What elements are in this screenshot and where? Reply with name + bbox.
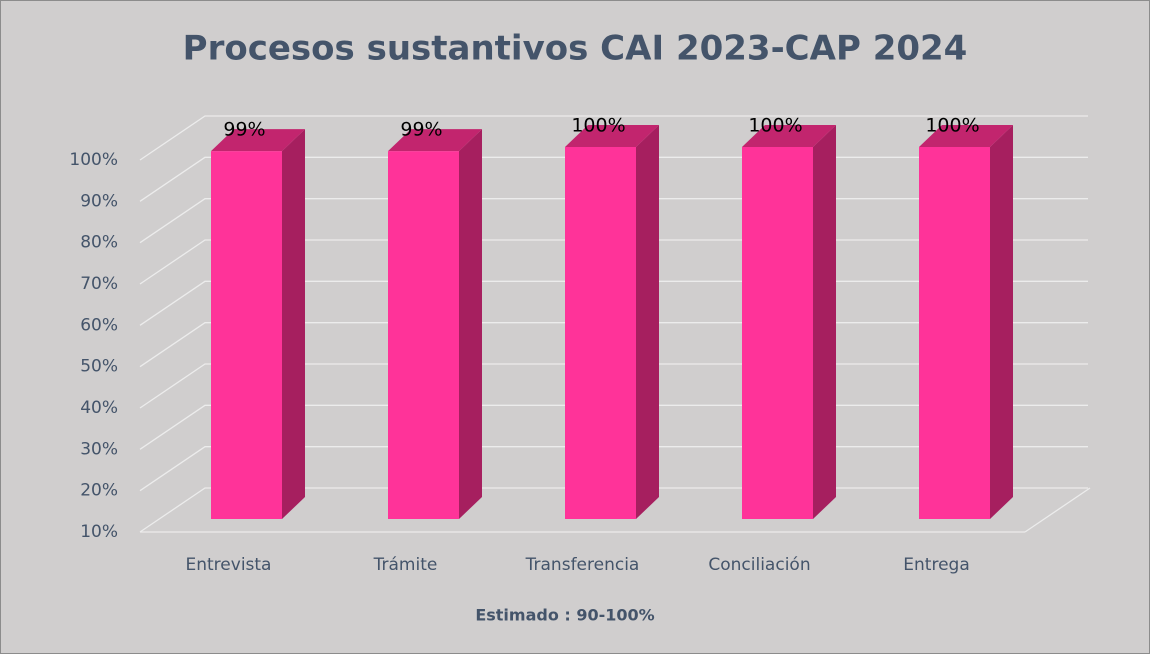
y-tick-label: 30% (80, 439, 118, 459)
data-label: 100% (925, 115, 979, 137)
y-tick-label: 100% (69, 150, 118, 170)
bar-side (990, 125, 1013, 519)
y-tick-label: 10% (80, 522, 118, 542)
data-label: 99% (400, 119, 442, 141)
bar (742, 147, 813, 519)
y-tick-label: 40% (80, 398, 118, 418)
x-tick-label: Entrevista (186, 555, 272, 575)
chart-title: Procesos sustantivos CAI 2023-CAP 2024 (183, 29, 968, 69)
floor-edge (1024, 487, 1091, 533)
bar-side (459, 129, 482, 519)
y-tick-label: 80% (80, 233, 118, 253)
bar-top (211, 129, 305, 152)
data-label: 100% (748, 115, 802, 137)
x-tick-label: Transferencia (525, 555, 640, 575)
bar-side (636, 125, 659, 519)
bar (919, 147, 990, 519)
grid-line (139, 115, 1088, 161)
x-tick-label: Entrega (903, 555, 969, 575)
y-tick-label: 50% (80, 357, 118, 377)
y-tick-label: 20% (80, 481, 118, 501)
data-label: 99% (223, 119, 265, 141)
x-tick-label: Trámite (373, 555, 438, 575)
y-tick-label: 70% (80, 274, 118, 294)
y-tick-label: 90% (80, 191, 118, 211)
bar-side (813, 125, 836, 519)
bar (388, 151, 459, 519)
bar-top (742, 125, 836, 147)
bar-side (282, 129, 305, 519)
data-label: 100% (571, 115, 625, 137)
bar (565, 147, 636, 519)
x-axis-label: Estimado : 90-100% (475, 606, 654, 625)
x-tick-label: Conciliación (708, 555, 810, 575)
bar-top (565, 125, 659, 147)
bar (211, 151, 282, 519)
y-tick-label: 60% (80, 315, 118, 335)
bar-top (919, 125, 1013, 147)
bar-top (388, 129, 482, 152)
